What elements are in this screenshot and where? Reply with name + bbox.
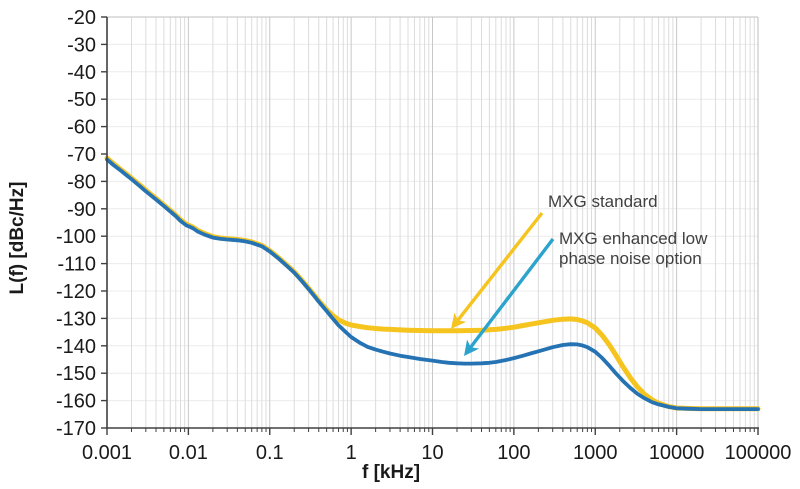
y-tick-label: -90 bbox=[67, 199, 96, 221]
y-tick-label: -80 bbox=[67, 171, 96, 193]
y-axis-title: L(f) [dBc/Hz] bbox=[7, 181, 28, 295]
arrow-mxg-standard-line bbox=[456, 211, 544, 322]
y-tick-label: -40 bbox=[67, 62, 96, 84]
y-tick-label: -170 bbox=[56, 418, 96, 440]
y-tick-label: -50 bbox=[67, 89, 96, 111]
annotation-mxg-enhanced: MXG enhanced low phase noise option bbox=[559, 229, 708, 268]
y-tick-label: -130 bbox=[56, 308, 96, 330]
arrow-mxg-enhanced-head bbox=[464, 339, 480, 356]
x-tick-label: 0.001 bbox=[82, 442, 132, 464]
x-tick-label: 1000 bbox=[573, 442, 618, 464]
y-tick-label: -70 bbox=[67, 144, 96, 166]
y-tick-label: -160 bbox=[56, 391, 96, 413]
x-tick-label: 1 bbox=[346, 442, 357, 464]
x-tick-label: 100 bbox=[497, 442, 530, 464]
y-tick-label: -120 bbox=[56, 281, 96, 303]
x-tick-label: 10 bbox=[421, 442, 443, 464]
arrow-mxg-standard-head bbox=[451, 312, 467, 329]
x-axis-title: f [kHz] bbox=[361, 462, 421, 483]
y-tick-label: -110 bbox=[57, 254, 96, 276]
x-tick-label: 100000 bbox=[725, 442, 792, 464]
annotation-mxg-standard: MXG standard bbox=[548, 192, 658, 211]
y-tick-label: -30 bbox=[67, 34, 96, 56]
arrow-mxg-enhanced-line bbox=[469, 237, 555, 349]
y-tick-label: -20 bbox=[67, 7, 96, 29]
x-tick-label: 0.01 bbox=[169, 442, 208, 464]
y-tick-label: -100 bbox=[56, 226, 96, 248]
curve-mxg-enhanced bbox=[105, 157, 760, 412]
x-tick-label: 10000 bbox=[649, 442, 705, 464]
y-tick-label: -150 bbox=[56, 363, 96, 385]
x-tick-label: 0.1 bbox=[256, 442, 284, 464]
y-tick-label: -140 bbox=[56, 336, 96, 358]
y-tick-label: -60 bbox=[67, 117, 96, 139]
